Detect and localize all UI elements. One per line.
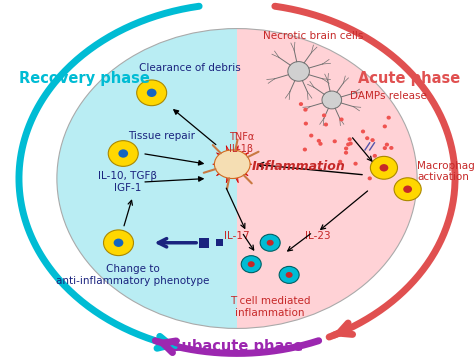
Text: TNFα
IL-1β: TNFα IL-1β [228, 132, 254, 154]
Ellipse shape [354, 162, 358, 166]
Ellipse shape [361, 130, 365, 134]
Ellipse shape [103, 230, 134, 256]
Text: Necrotic brain cells: Necrotic brain cells [263, 31, 363, 41]
Ellipse shape [241, 256, 261, 273]
Polygon shape [237, 29, 417, 328]
Ellipse shape [317, 139, 321, 143]
Ellipse shape [338, 160, 342, 164]
Ellipse shape [303, 108, 308, 112]
Ellipse shape [303, 147, 307, 151]
Ellipse shape [324, 122, 328, 126]
Ellipse shape [114, 238, 123, 247]
Polygon shape [57, 29, 237, 328]
Text: Recovery phase: Recovery phase [19, 71, 150, 86]
Ellipse shape [385, 143, 389, 147]
FancyBboxPatch shape [199, 238, 209, 248]
Text: IL-10, TGFβ
IGF-1: IL-10, TGFβ IGF-1 [99, 171, 157, 193]
Text: Clearance of debris: Clearance of debris [139, 63, 240, 73]
Ellipse shape [286, 272, 292, 278]
Ellipse shape [108, 141, 138, 166]
Ellipse shape [370, 138, 375, 142]
Ellipse shape [344, 151, 348, 155]
Ellipse shape [118, 149, 128, 158]
Ellipse shape [279, 266, 299, 283]
Ellipse shape [147, 89, 156, 97]
FancyBboxPatch shape [216, 239, 223, 246]
Text: Macrophage
activation: Macrophage activation [417, 161, 474, 182]
Text: Change to
anti-inflammatory phenotype: Change to anti-inflammatory phenotype [56, 264, 210, 286]
Ellipse shape [347, 137, 352, 141]
Text: IL-23: IL-23 [305, 231, 330, 241]
Text: Subacute phase: Subacute phase [171, 339, 303, 354]
Ellipse shape [322, 114, 326, 117]
Ellipse shape [339, 117, 344, 121]
Ellipse shape [214, 150, 250, 178]
Ellipse shape [389, 146, 393, 150]
Text: Inflammation: Inflammation [252, 160, 346, 172]
Ellipse shape [260, 234, 280, 251]
Ellipse shape [387, 116, 391, 120]
Ellipse shape [365, 136, 369, 140]
Ellipse shape [394, 178, 421, 201]
Ellipse shape [333, 139, 337, 143]
Ellipse shape [267, 240, 273, 246]
Ellipse shape [137, 80, 167, 106]
Text: Acute phase: Acute phase [357, 71, 460, 86]
Ellipse shape [319, 142, 323, 146]
Polygon shape [213, 146, 252, 183]
Ellipse shape [288, 61, 310, 81]
Ellipse shape [370, 156, 398, 179]
Ellipse shape [299, 102, 303, 106]
Ellipse shape [373, 154, 377, 158]
Text: Tissue repair: Tissue repair [128, 131, 195, 141]
Text: IL-17: IL-17 [224, 231, 250, 241]
Ellipse shape [403, 186, 412, 193]
Ellipse shape [344, 146, 348, 150]
Ellipse shape [322, 91, 342, 109]
Text: T cell mediated
inflammation: T cell mediated inflammation [230, 296, 310, 318]
Text: DAMPs release: DAMPs release [350, 91, 427, 101]
Ellipse shape [383, 146, 387, 150]
Ellipse shape [348, 141, 353, 145]
Ellipse shape [368, 176, 372, 180]
Ellipse shape [380, 164, 388, 171]
Ellipse shape [383, 125, 387, 129]
Ellipse shape [309, 134, 313, 137]
Ellipse shape [304, 122, 308, 126]
Ellipse shape [248, 261, 255, 267]
Ellipse shape [346, 142, 350, 146]
